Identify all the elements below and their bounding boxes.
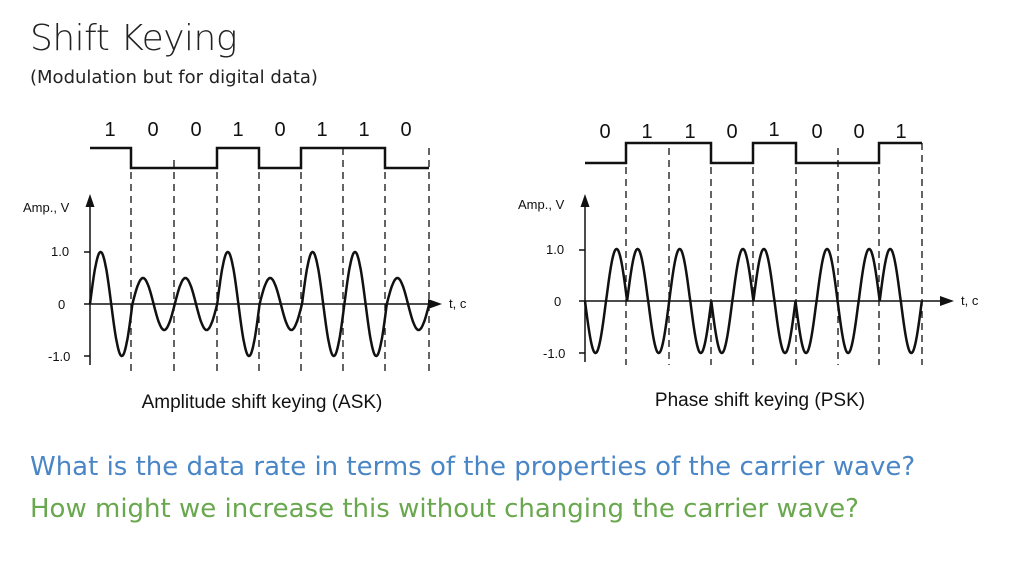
ask-bit-4: 1 (232, 119, 243, 141)
ask-y-arrowhead (85, 194, 95, 207)
psk-x-axis-label: t, c (961, 293, 979, 308)
psk-bit-dividers (625, 143, 923, 365)
ask-tick-neg1: -1.0 (48, 349, 70, 364)
psk-bit-8: 1 (895, 121, 906, 143)
ask-x-arrowhead (428, 299, 442, 309)
ask-bit-6: 1 (316, 119, 327, 141)
psk-bit-2: 1 (641, 121, 652, 143)
psk-y-axis-label: Amp., V (518, 197, 565, 212)
psk-bit-4: 0 (726, 121, 737, 143)
ask-bit-2: 0 (147, 119, 158, 141)
psk-bit-5: 1 (768, 119, 779, 141)
psk-x-arrowhead (940, 296, 954, 306)
ask-y-axis-label: Amp., V (23, 200, 70, 215)
psk-diagram: 0 1 1 0 1 0 0 1 Amp., V 1.0 0 -1.0 t, c … (518, 119, 979, 411)
question-data-rate: What is the data rate in terms of the pr… (30, 452, 916, 482)
psk-bit-3: 1 (684, 121, 695, 143)
ask-diagram: 1 0 0 1 0 1 1 0 Amp., V 1.0 0 -1.0 t, c … (23, 119, 467, 413)
ask-bit-1: 1 (104, 119, 115, 141)
psk-carrier-wave (583, 247, 924, 355)
ask-tick-1: 1.0 (51, 244, 69, 259)
psk-tick-neg1: -1.0 (543, 346, 565, 361)
psk-tick-1: 1.0 (546, 242, 564, 257)
question-increase-rate: How might we increase this without chang… (30, 494, 859, 524)
ask-tick-0: 0 (58, 297, 65, 312)
psk-tick-0: 0 (554, 294, 561, 309)
ask-bit-labels: 1 0 0 1 0 1 1 0 (104, 119, 411, 141)
slide-title: Shift Keying (30, 18, 237, 59)
ask-bit-5: 0 (274, 119, 285, 141)
psk-bit-7: 0 (853, 121, 864, 143)
ask-bit-3: 0 (190, 119, 201, 141)
ask-bit-8: 0 (400, 119, 411, 141)
ask-caption: Amplitude shift keying (ASK) (142, 392, 383, 413)
psk-bit-6: 0 (811, 121, 822, 143)
psk-bit-labels: 0 1 1 0 1 0 0 1 (599, 119, 906, 143)
slide-subtitle: (Modulation but for digital data) (30, 67, 318, 88)
psk-bit-1: 0 (599, 121, 610, 143)
ask-carrier-wave (88, 250, 431, 358)
ask-x-axis-label: t, c (449, 296, 467, 311)
psk-caption: Phase shift keying (PSK) (655, 390, 865, 411)
psk-y-arrowhead (580, 194, 590, 207)
ask-bit-dividers (130, 148, 430, 375)
ask-bit-7: 1 (358, 119, 369, 141)
